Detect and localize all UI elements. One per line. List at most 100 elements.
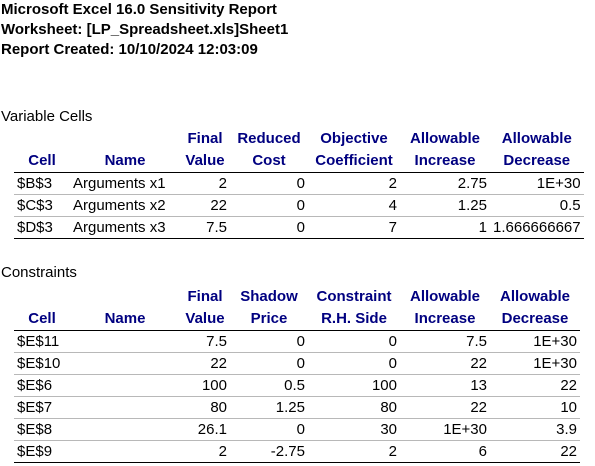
column-header-col-5: Coefficient [308, 150, 400, 173]
cell-name[interactable] [70, 418, 180, 441]
column-header-allowable-increase: Allowable [409, 288, 480, 305]
cell-name[interactable] [70, 440, 180, 463]
cell-final-value[interactable]: 7.5 [180, 216, 230, 239]
column-header-final-value: Final [187, 288, 223, 305]
cell-allowable-increase[interactable]: 6 [400, 440, 490, 463]
column-header-name: Name [70, 308, 180, 331]
column-header-final-value: Final [187, 130, 223, 147]
cell-cell[interactable]: $E$10 [14, 352, 70, 375]
cell-allowable-increase[interactable]: 2.75 [400, 172, 490, 195]
cell-col-5[interactable]: 4 [308, 194, 400, 217]
cell-col-4[interactable]: 0 [230, 330, 308, 353]
table-header-row: Cell Name Value Price R.H. Side Increase Decre… [14, 308, 580, 331]
cell-allowable-decrease[interactable]: 1.666666667 [490, 216, 584, 239]
cell-final-value[interactable]: 26.1 [180, 418, 230, 441]
column-header-col-4: Shadow [240, 288, 298, 305]
cell-allowable-increase[interactable]: 1.25 [400, 194, 490, 217]
cell-cell[interactable]: $E$8 [14, 418, 70, 441]
cell-col-5[interactable]: 100 [308, 374, 400, 397]
column-header-final-value: Value [180, 308, 230, 331]
cell-col-5[interactable]: 30 [308, 418, 400, 441]
cell-allowable-increase[interactable]: 1 [400, 216, 490, 239]
cell-allowable-decrease[interactable]: 3.9 [490, 418, 580, 441]
cell-allowable-decrease[interactable]: 1E+30 [490, 352, 580, 375]
table-row: $E$7 80 1.25 80 22 10 [14, 396, 580, 419]
column-header-name [70, 128, 180, 150]
cell-name[interactable] [70, 330, 180, 353]
cell-final-value[interactable]: 100 [180, 374, 230, 397]
cell-allowable-decrease[interactable]: 22 [490, 374, 580, 397]
column-header-cell: Cell [14, 308, 70, 331]
cell-final-value[interactable]: 22 [180, 194, 230, 217]
column-header-allowable-decrease: Decrease [490, 308, 580, 331]
cell-name[interactable] [70, 396, 180, 419]
table-header-row: Cell Name Value Cost Coefficient Increase Decr… [14, 150, 584, 173]
cell-final-value[interactable]: 7.5 [180, 330, 230, 353]
table-row: $E$6 100 0.5 100 13 22 [14, 374, 580, 397]
cell-allowable-increase[interactable]: 7.5 [400, 330, 490, 353]
cell-final-value[interactable]: 22 [180, 352, 230, 375]
cell-cell[interactable]: $E$11 [14, 330, 70, 353]
cell-allowable-decrease[interactable]: 0.5 [490, 194, 584, 217]
cell-cell[interactable]: $E$6 [14, 374, 70, 397]
table-row: $C$3 Arguments x2 22 0 4 1.25 0.5 [14, 194, 584, 217]
cell-name[interactable] [70, 374, 180, 397]
cell-col-4[interactable]: 0 [230, 352, 308, 375]
cell-allowable-decrease[interactable]: 22 [490, 440, 580, 463]
cell-cell[interactable]: $D$3 [14, 216, 70, 239]
cell-col-4[interactable]: -2.75 [230, 440, 308, 463]
column-header-cell [14, 128, 70, 150]
cell-col-4[interactable]: 0 [230, 216, 308, 239]
report-header: Microsoft Excel 16.0 Sensitivity Report … [1, 0, 288, 60]
cell-allowable-decrease[interactable]: 1E+30 [490, 330, 580, 353]
cell-col-4[interactable]: 0.5 [230, 374, 308, 397]
table-header-row: Final Reduced Objective Allowable Allowable [14, 128, 584, 150]
cell-allowable-increase[interactable]: 22 [400, 396, 490, 419]
column-header-col-4: Reduced [237, 130, 301, 147]
cell-allowable-increase[interactable]: 1E+30 [400, 418, 490, 441]
table-row: $E$8 26.1 0 30 1E+30 3.9 [14, 418, 580, 441]
cell-col-5[interactable]: 0 [308, 352, 400, 375]
report-title: Microsoft Excel 16.0 Sensitivity Report [1, 1, 277, 18]
column-header-col-5: R.H. Side [308, 308, 400, 331]
column-header-allowable-decrease: Allowable [499, 288, 570, 305]
table-row: $E$11 7.5 0 0 7.5 1E+30 [14, 330, 580, 353]
cell-name[interactable]: Arguments x3 [70, 216, 180, 239]
cell-final-value[interactable]: 2 [180, 440, 230, 463]
table-header-row: Final Shadow Constraint Allowable Allowable [14, 286, 580, 308]
cell-cell[interactable]: $E$7 [14, 396, 70, 419]
cell-allowable-increase[interactable]: 22 [400, 352, 490, 375]
cell-col-5[interactable]: 2 [308, 172, 400, 195]
cell-col-4[interactable]: 1.25 [230, 396, 308, 419]
column-header-col-4: Price [230, 308, 308, 331]
cell-col-5[interactable]: 2 [308, 440, 400, 463]
cell-col-4[interactable]: 0 [230, 194, 308, 217]
constraints-table: Final Shadow Constraint Allowable Allowable … [14, 286, 580, 463]
cell-name[interactable]: Arguments x2 [70, 194, 180, 217]
table-row: $D$3 Arguments x3 7.5 0 7 1 1.666666667 [14, 216, 584, 239]
cell-col-5[interactable]: 0 [308, 330, 400, 353]
cell-col-5[interactable]: 7 [308, 216, 400, 239]
variable-cells-table: Final Reduced Objective Allowable Allowable … [14, 128, 584, 239]
column-header-allowable-increase: Increase [400, 308, 490, 331]
table-row: $B$3 Arguments x1 2 0 2 2.75 1E+30 [14, 172, 584, 195]
cell-cell[interactable]: $B$3 [14, 172, 70, 195]
cell-name[interactable] [70, 352, 180, 375]
cell-col-4[interactable]: 0 [230, 172, 308, 195]
table-row: $E$9 2 -2.75 2 6 22 [14, 440, 580, 463]
report-created-label: Report Created: 10/10/2024 12:03:09 [1, 41, 258, 58]
cell-final-value[interactable]: 80 [180, 396, 230, 419]
cell-name[interactable]: Arguments x1 [70, 172, 180, 195]
cell-cell[interactable]: $C$3 [14, 194, 70, 217]
column-header-allowable-increase: Allowable [409, 130, 480, 147]
cell-final-value[interactable]: 2 [180, 172, 230, 195]
constraints-title: Constraints [1, 264, 77, 281]
column-header-col-5: Objective [320, 130, 388, 147]
cell-col-4[interactable]: 0 [230, 418, 308, 441]
cell-allowable-decrease[interactable]: 1E+30 [490, 172, 584, 195]
table-row: $E$10 22 0 0 22 1E+30 [14, 352, 580, 375]
cell-allowable-increase[interactable]: 13 [400, 374, 490, 397]
cell-allowable-decrease[interactable]: 10 [490, 396, 580, 419]
cell-col-5[interactable]: 80 [308, 396, 400, 419]
cell-cell[interactable]: $E$9 [14, 440, 70, 463]
